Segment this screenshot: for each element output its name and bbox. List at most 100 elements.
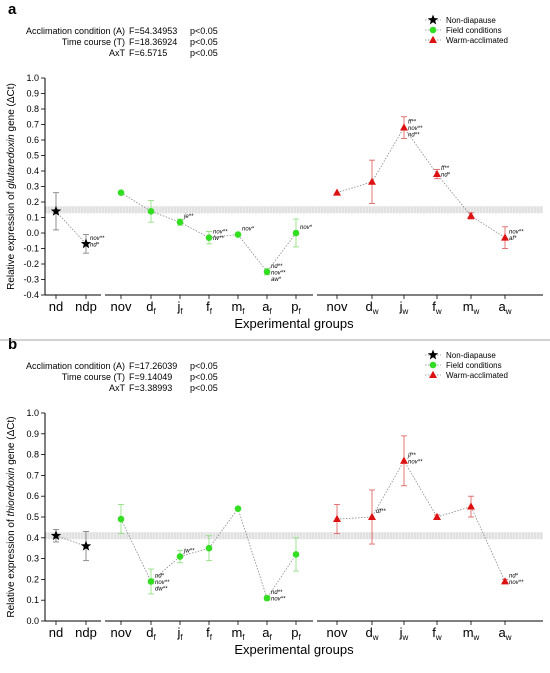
series-line [336, 126, 506, 238]
legend-marker-field [429, 361, 437, 369]
x-tick-label: mf [231, 299, 245, 316]
x-tick-label: nov [111, 625, 132, 640]
significance-annotation: ff** [408, 120, 417, 126]
y-tick-label: 0.3 [26, 182, 39, 192]
y-tick-label: 0.9 [26, 429, 39, 439]
x-tick-label: jw [399, 625, 409, 642]
x-tick-label-main: m [231, 625, 242, 640]
x-tick-label-sub: f [299, 307, 302, 316]
y-tick-label: -0.3 [23, 275, 39, 285]
data-point-warm [368, 512, 376, 520]
x-tick-label-main: nov [327, 299, 348, 314]
significance-annotation: jw** [183, 549, 195, 555]
x-tick-label: ff [206, 299, 213, 316]
y-tick-label: 0.7 [26, 120, 39, 130]
significance-annotation: fw** [213, 236, 224, 242]
x-tick-label-main: d [365, 625, 372, 640]
x-tick-label-main: a [498, 299, 506, 314]
x-tick-label: df [146, 299, 156, 316]
x-tick-label-main: f [432, 299, 436, 314]
stat-label: AxT [109, 48, 126, 58]
x-tick-label: ndp [75, 299, 97, 314]
y-tick-label: -0.2 [23, 259, 39, 269]
x-tick-label: df [146, 625, 156, 642]
x-tick-label: ff [206, 625, 213, 642]
legend-label-warm: Warm-acclimated [446, 371, 508, 380]
stat-label: Time course (T) [62, 37, 125, 47]
y-axis-title-prefix: Relative expression of [6, 516, 17, 617]
significance-annotation: nov** [408, 126, 423, 132]
data-point-field [292, 229, 300, 237]
x-tick-label-main: f [206, 299, 210, 314]
series-line [120, 507, 297, 600]
y-tick-label: 0.4 [26, 533, 39, 543]
significance-annotation: nov** [90, 236, 105, 242]
reference-band [45, 532, 543, 540]
data-point-field [234, 231, 242, 238]
data-point-warm [433, 169, 441, 178]
y-tick-label: 1.0 [26, 73, 39, 83]
x-tick-label-main: nov [111, 299, 132, 314]
x-tick-label-main: d [146, 299, 153, 314]
panel-label: b [8, 336, 17, 353]
significance-annotation: nd* [90, 242, 100, 248]
x-tick-label-sub: f [180, 307, 183, 316]
x-tick-label-main: m [463, 299, 474, 314]
x-tick-label-sub: f [154, 633, 157, 642]
y-tick-label: 0.6 [26, 135, 39, 145]
significance-annotation: df** [376, 509, 386, 515]
x-tick-label-main: j [176, 299, 180, 314]
y-tick-label: 0.1 [26, 595, 39, 605]
legend-marker-nondiapause [427, 14, 439, 25]
legend-label-field: Field conditions [446, 361, 502, 370]
x-tick-label-sub: f [180, 633, 183, 642]
x-tick-label: mw [463, 299, 480, 316]
data-point-warm [333, 514, 341, 523]
x-tick-label-sub: f [270, 307, 273, 316]
x-tick-label-sub: w [435, 633, 442, 642]
significance-annotation: nov* [300, 225, 313, 231]
stat-value: F=3.38993 [129, 383, 172, 393]
x-tick-label-sub: f [210, 307, 213, 316]
y-tick-label: 0.0 [26, 228, 39, 238]
x-tick-label-sub: f [299, 633, 302, 642]
reference-band [45, 206, 543, 214]
series-field: nd*nov**dw**jw**nd**nov** [117, 504, 300, 603]
stat-label: Time course (T) [62, 372, 125, 382]
data-point-nondiapause [80, 540, 92, 551]
x-tick-label: mf [231, 625, 245, 642]
x-tick-label: ndp [75, 625, 97, 640]
legend-marker-field [429, 26, 437, 34]
x-tick-label-main: d [365, 299, 372, 314]
x-tick-label-main: a [498, 625, 506, 640]
y-tick-label: -0.1 [23, 244, 39, 254]
y-axis-title-gene: thioredoxin [6, 467, 17, 516]
data-point-field [176, 553, 184, 560]
x-axis-title: Experimental groups [234, 642, 354, 657]
data-point-field [263, 268, 271, 276]
data-point-warm [400, 456, 408, 464]
x-tick-label-sub: f [154, 307, 157, 316]
x-tick-label-main: a [262, 625, 270, 640]
significance-annotation: dw** [155, 586, 168, 592]
significance-annotation: aw* [271, 277, 282, 283]
chart-panel-a: a Acclimation condition (A) F=54.34953 p<0.… [6, 1, 543, 331]
significance-annotation: nov* [242, 227, 255, 233]
data-point-field [205, 544, 213, 552]
x-tick-label-sub: w [505, 633, 512, 642]
x-tick-label-sub: w [473, 633, 480, 642]
stat-label: Acclimation condition (A) [26, 361, 125, 371]
data-point-field [234, 505, 242, 512]
x-tick-label-main: nov [111, 625, 132, 640]
series-warm: ff**nov**nd**ff**nd*nov**af* [333, 116, 524, 249]
x-tick-label: jw [399, 299, 409, 316]
x-tick-label-main: p [291, 299, 298, 314]
stat-p: p<0.05 [190, 26, 218, 36]
significance-annotation: nov** [271, 270, 286, 276]
x-tick-label: jf [176, 299, 183, 316]
significance-annotation: nov** [509, 580, 524, 586]
y-tick-label: 0.6 [26, 491, 39, 501]
x-tick-label: fw [432, 625, 442, 642]
series-line [336, 460, 506, 582]
significance-annotation: af* [509, 236, 517, 242]
